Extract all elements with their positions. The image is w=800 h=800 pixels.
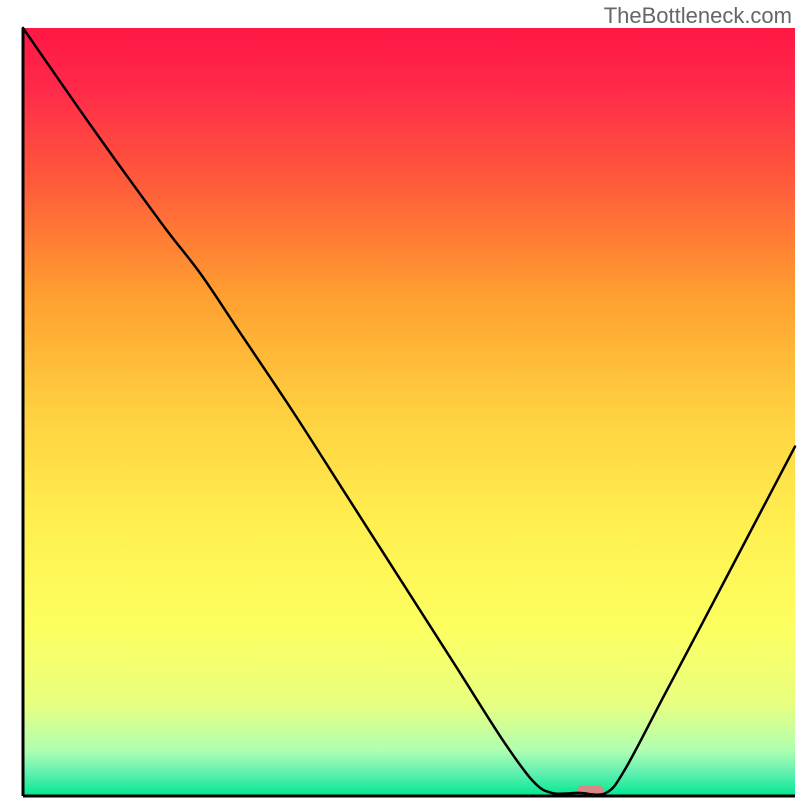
bottleneck-chart: [0, 0, 800, 800]
watermark-text: TheBottleneck.com: [604, 3, 792, 29]
plot-background: [23, 28, 795, 796]
chart-svg: [0, 0, 800, 800]
